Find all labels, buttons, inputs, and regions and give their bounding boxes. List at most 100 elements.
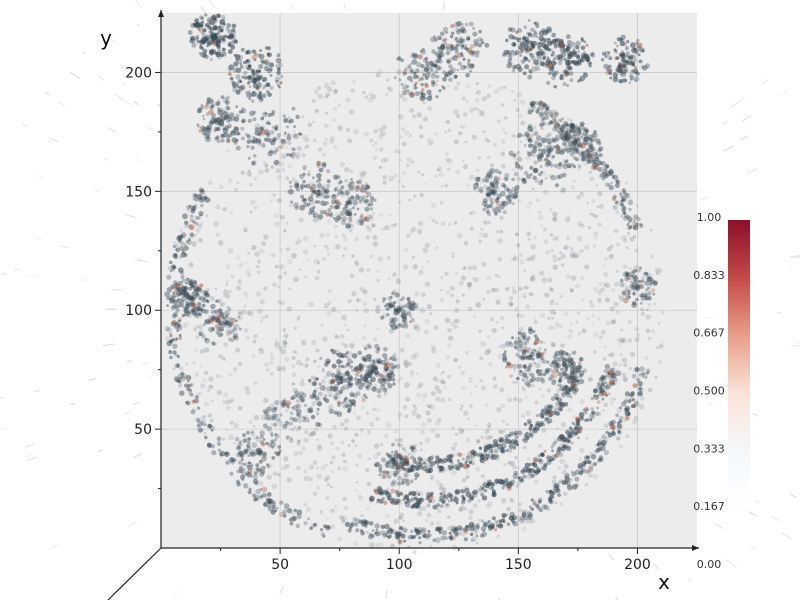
projection-streak bbox=[126, 360, 132, 363]
voxel bbox=[175, 244, 179, 249]
projection-streak bbox=[34, 389, 41, 393]
voxel bbox=[520, 59, 526, 64]
voxel bbox=[185, 387, 190, 391]
voxel bbox=[543, 189, 549, 196]
voxel bbox=[369, 532, 372, 536]
voxel bbox=[419, 307, 426, 313]
voxel bbox=[362, 301, 367, 307]
voxel bbox=[366, 507, 370, 511]
voxel bbox=[440, 275, 444, 280]
voxel bbox=[197, 306, 204, 312]
voxel bbox=[500, 151, 506, 157]
voxel bbox=[201, 289, 206, 294]
voxel bbox=[299, 381, 305, 387]
voxel bbox=[187, 280, 193, 286]
voxel bbox=[620, 214, 623, 218]
voxel bbox=[310, 193, 314, 198]
voxel bbox=[630, 54, 637, 60]
voxel bbox=[248, 85, 252, 88]
voxel bbox=[353, 213, 357, 216]
voxel bbox=[511, 177, 515, 182]
voxel bbox=[172, 367, 176, 371]
voxel bbox=[546, 154, 550, 158]
voxel bbox=[279, 248, 284, 252]
voxel bbox=[562, 48, 569, 54]
voxel bbox=[173, 265, 177, 270]
projection-streak bbox=[789, 254, 800, 258]
voxel bbox=[344, 404, 349, 408]
voxel bbox=[569, 147, 576, 153]
voxel bbox=[188, 286, 192, 291]
projection-streak bbox=[128, 520, 138, 528]
voxel bbox=[316, 473, 322, 480]
voxel bbox=[382, 353, 388, 359]
voxel bbox=[221, 47, 226, 52]
voxel bbox=[408, 65, 411, 69]
voxel bbox=[577, 141, 583, 148]
voxel bbox=[260, 430, 264, 434]
voxel bbox=[413, 72, 417, 76]
voxel bbox=[627, 295, 631, 299]
voxel bbox=[613, 228, 619, 233]
voxel bbox=[384, 362, 388, 366]
voxel bbox=[577, 167, 582, 172]
voxel bbox=[631, 302, 638, 308]
voxel bbox=[453, 358, 458, 363]
voxel bbox=[418, 536, 422, 540]
voxel bbox=[438, 526, 443, 531]
voxel bbox=[289, 153, 292, 156]
voxel bbox=[603, 284, 607, 287]
voxel bbox=[211, 316, 215, 320]
voxel bbox=[632, 292, 636, 296]
voxel bbox=[393, 76, 397, 80]
voxel bbox=[634, 367, 640, 373]
voxel bbox=[530, 27, 535, 32]
voxel bbox=[460, 29, 465, 34]
voxel bbox=[619, 278, 624, 283]
voxel bbox=[535, 369, 540, 374]
voxel bbox=[617, 430, 622, 435]
voxel bbox=[225, 282, 229, 286]
voxel bbox=[367, 373, 373, 379]
voxel bbox=[540, 170, 544, 174]
voxel bbox=[284, 131, 287, 135]
voxel bbox=[407, 452, 411, 456]
voxel bbox=[308, 477, 313, 482]
voxel bbox=[401, 184, 405, 189]
voxel bbox=[368, 521, 374, 526]
voxel bbox=[547, 28, 553, 33]
voxel bbox=[445, 355, 451, 360]
voxel bbox=[251, 244, 257, 251]
voxel bbox=[342, 212, 347, 217]
voxel bbox=[216, 436, 222, 442]
voxel bbox=[580, 45, 586, 51]
voxel bbox=[586, 317, 590, 321]
voxel bbox=[363, 373, 367, 376]
voxel bbox=[618, 363, 622, 367]
voxel bbox=[615, 210, 620, 215]
voxel bbox=[558, 480, 562, 484]
voxel bbox=[258, 91, 262, 95]
voxel bbox=[569, 146, 572, 150]
voxel bbox=[550, 316, 555, 321]
voxel bbox=[285, 146, 288, 149]
voxel bbox=[327, 208, 331, 212]
voxel bbox=[361, 395, 366, 399]
voxel bbox=[624, 410, 631, 417]
voxel bbox=[588, 299, 593, 304]
voxel bbox=[188, 224, 195, 231]
projection-streak bbox=[133, 100, 140, 106]
projection-streak bbox=[789, 493, 797, 498]
voxel bbox=[183, 307, 190, 314]
voxel bbox=[360, 514, 364, 517]
voxel bbox=[543, 227, 547, 232]
voxel bbox=[512, 363, 518, 369]
voxel bbox=[426, 512, 432, 518]
voxel bbox=[197, 302, 202, 307]
voxel bbox=[353, 377, 358, 381]
voxel bbox=[474, 176, 481, 183]
voxel bbox=[295, 359, 302, 366]
voxel bbox=[214, 287, 218, 291]
voxel bbox=[237, 441, 242, 447]
